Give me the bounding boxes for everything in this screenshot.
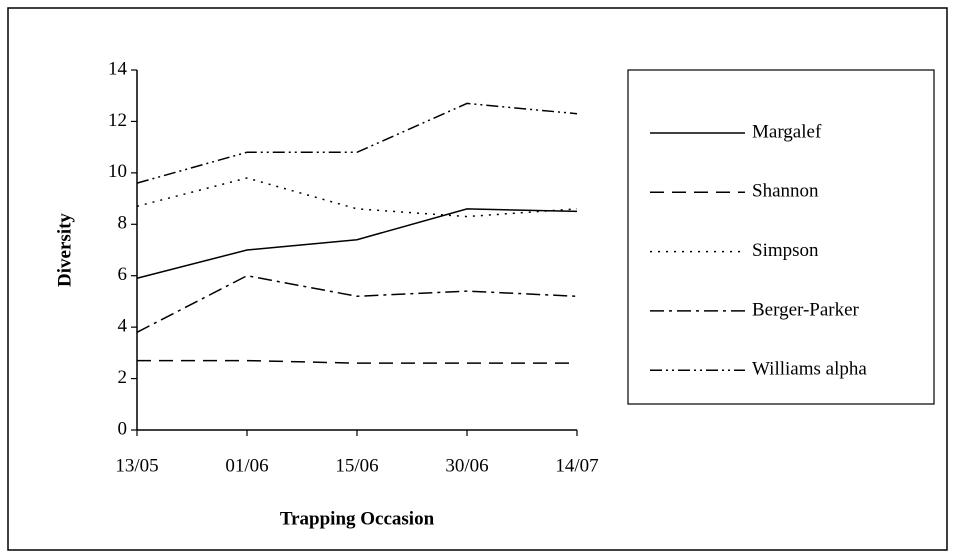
y-tick-label: 4	[118, 316, 128, 337]
series-line	[136, 102, 578, 184]
x-tick-label: 13/05	[115, 455, 158, 476]
y-tick-label: 10	[108, 161, 127, 182]
y-tick-label: 14	[108, 58, 128, 79]
y-tick-label: 8	[118, 213, 128, 234]
y-axis-title: Diversity	[54, 213, 75, 287]
y-tick-label: 12	[108, 110, 127, 131]
legend-label: Berger-Parker	[752, 299, 860, 320]
legend-label: Margalef	[752, 121, 822, 142]
y-tick-label: 6	[118, 264, 128, 285]
legend-label: Shannon	[752, 181, 819, 202]
legend-label: Simpson	[752, 240, 819, 261]
x-tick-label: 30/06	[445, 455, 488, 476]
series-line	[136, 274, 578, 333]
x-tick-label: 15/06	[335, 455, 378, 476]
legend-box	[627, 69, 935, 405]
series-line	[136, 208, 578, 280]
x-tick-label: 14/07	[555, 455, 598, 476]
x-axis-title: Trapping Occasion	[280, 508, 435, 529]
x-tick-label: 01/06	[225, 455, 268, 476]
legend-label: Williams alpha	[752, 359, 867, 380]
series-line	[137, 359, 577, 364]
y-tick-label: 0	[118, 418, 128, 439]
y-tick-label: 2	[118, 367, 128, 388]
